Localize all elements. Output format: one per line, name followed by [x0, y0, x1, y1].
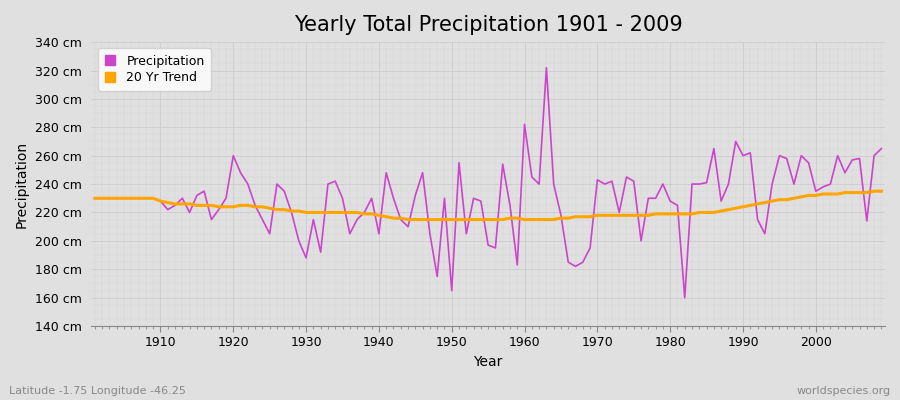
Title: Yearly Total Precipitation 1901 - 2009: Yearly Total Precipitation 1901 - 2009 — [293, 15, 682, 35]
20 Yr Trend — [402, 217, 413, 222]
20 Yr Trend — [89, 196, 100, 201]
Precipitation — [148, 196, 158, 201]
Y-axis label: Precipitation: Precipitation — [15, 140, 29, 228]
20 Yr Trend — [308, 210, 319, 215]
Text: worldspecies.org: worldspecies.org — [796, 386, 891, 396]
20 Yr Trend — [352, 210, 363, 215]
Precipitation — [614, 210, 625, 215]
Precipitation — [308, 217, 319, 222]
X-axis label: Year: Year — [473, 355, 503, 369]
Text: Latitude -1.75 Longitude -46.25: Latitude -1.75 Longitude -46.25 — [9, 386, 186, 396]
Precipitation — [680, 295, 690, 300]
20 Yr Trend — [519, 217, 530, 222]
Precipitation — [512, 262, 523, 267]
20 Yr Trend — [526, 217, 537, 222]
Precipitation — [541, 65, 552, 70]
20 Yr Trend — [868, 189, 879, 194]
Precipitation — [519, 122, 530, 127]
Precipitation — [89, 196, 100, 201]
Legend: Precipitation, 20 Yr Trend: Precipitation, 20 Yr Trend — [97, 48, 211, 91]
Line: 20 Yr Trend: 20 Yr Trend — [94, 191, 881, 220]
20 Yr Trend — [876, 189, 886, 194]
Precipitation — [352, 217, 363, 222]
Precipitation — [876, 146, 886, 151]
20 Yr Trend — [614, 213, 625, 218]
20 Yr Trend — [148, 196, 158, 201]
Line: Precipitation: Precipitation — [94, 68, 881, 298]
